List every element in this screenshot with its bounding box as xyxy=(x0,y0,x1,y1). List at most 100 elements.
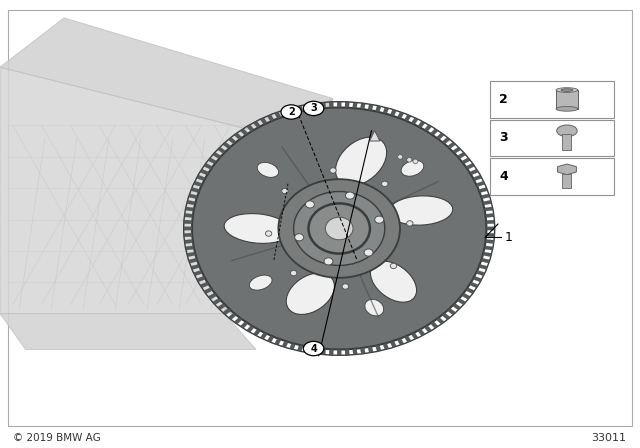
Polygon shape xyxy=(390,341,396,348)
Polygon shape xyxy=(289,108,296,114)
Polygon shape xyxy=(321,349,326,355)
Ellipse shape xyxy=(294,192,385,265)
Polygon shape xyxy=(212,152,221,159)
FancyBboxPatch shape xyxy=(490,81,614,118)
Polygon shape xyxy=(436,317,444,324)
Polygon shape xyxy=(486,220,495,224)
Polygon shape xyxy=(204,164,212,169)
Text: 1: 1 xyxy=(504,231,512,244)
Polygon shape xyxy=(424,325,432,332)
Ellipse shape xyxy=(390,263,397,269)
Polygon shape xyxy=(376,106,381,112)
Polygon shape xyxy=(485,213,494,217)
Polygon shape xyxy=(208,158,217,164)
Polygon shape xyxy=(369,131,380,141)
Polygon shape xyxy=(184,240,193,244)
Polygon shape xyxy=(186,207,194,211)
Ellipse shape xyxy=(282,188,288,194)
Polygon shape xyxy=(246,125,254,132)
Text: 2: 2 xyxy=(499,93,508,106)
Circle shape xyxy=(281,105,301,119)
Polygon shape xyxy=(368,104,373,111)
Polygon shape xyxy=(485,240,494,244)
Polygon shape xyxy=(368,346,373,353)
Polygon shape xyxy=(418,329,425,336)
Polygon shape xyxy=(282,341,288,348)
Polygon shape xyxy=(289,343,296,349)
Polygon shape xyxy=(457,298,466,305)
Polygon shape xyxy=(196,175,205,181)
Text: 3: 3 xyxy=(310,103,317,113)
Polygon shape xyxy=(208,293,217,299)
Polygon shape xyxy=(447,142,456,149)
Polygon shape xyxy=(189,194,198,199)
Polygon shape xyxy=(486,227,495,230)
Polygon shape xyxy=(483,200,492,205)
Polygon shape xyxy=(430,322,438,328)
Polygon shape xyxy=(473,175,482,181)
Polygon shape xyxy=(418,121,425,128)
Polygon shape xyxy=(275,338,281,345)
Polygon shape xyxy=(442,138,450,144)
Polygon shape xyxy=(240,322,248,328)
Polygon shape xyxy=(383,108,389,114)
Polygon shape xyxy=(191,264,200,270)
Polygon shape xyxy=(353,349,357,355)
Text: 33011: 33011 xyxy=(591,433,626,443)
Polygon shape xyxy=(260,118,268,125)
Polygon shape xyxy=(476,181,485,187)
Polygon shape xyxy=(212,298,221,305)
Ellipse shape xyxy=(406,221,413,226)
Bar xyxy=(563,174,572,188)
Ellipse shape xyxy=(330,168,336,173)
Polygon shape xyxy=(253,121,260,128)
Polygon shape xyxy=(218,147,226,154)
Polygon shape xyxy=(228,313,237,319)
Polygon shape xyxy=(224,99,333,314)
Polygon shape xyxy=(0,314,256,349)
Polygon shape xyxy=(452,303,461,310)
Polygon shape xyxy=(411,332,418,339)
Polygon shape xyxy=(457,152,466,159)
Text: 3: 3 xyxy=(499,131,508,145)
Polygon shape xyxy=(268,115,274,121)
Polygon shape xyxy=(184,233,192,237)
Polygon shape xyxy=(224,202,320,314)
Ellipse shape xyxy=(308,203,370,254)
Polygon shape xyxy=(268,336,274,342)
Polygon shape xyxy=(479,264,488,270)
Polygon shape xyxy=(240,129,248,135)
Ellipse shape xyxy=(557,125,577,137)
Polygon shape xyxy=(234,133,242,140)
Ellipse shape xyxy=(381,181,388,186)
Polygon shape xyxy=(481,258,490,263)
Polygon shape xyxy=(196,276,205,282)
Ellipse shape xyxy=(375,216,384,223)
Polygon shape xyxy=(313,103,318,109)
Polygon shape xyxy=(184,220,192,224)
Ellipse shape xyxy=(305,201,314,208)
Polygon shape xyxy=(187,200,196,205)
Text: 4: 4 xyxy=(499,170,508,183)
Polygon shape xyxy=(376,345,381,351)
Ellipse shape xyxy=(346,192,355,199)
Polygon shape xyxy=(483,252,492,257)
Polygon shape xyxy=(228,138,237,144)
Polygon shape xyxy=(466,164,475,169)
Polygon shape xyxy=(298,106,303,112)
Ellipse shape xyxy=(371,261,417,302)
Bar xyxy=(556,90,578,109)
Polygon shape xyxy=(397,338,404,345)
Ellipse shape xyxy=(294,234,303,241)
Polygon shape xyxy=(193,181,202,187)
Polygon shape xyxy=(345,349,349,355)
Text: © 2019 BMW AG: © 2019 BMW AG xyxy=(13,433,100,443)
Polygon shape xyxy=(305,104,310,111)
Polygon shape xyxy=(275,112,281,119)
Polygon shape xyxy=(397,112,404,119)
Ellipse shape xyxy=(556,88,578,92)
Polygon shape xyxy=(557,164,577,175)
Polygon shape xyxy=(253,329,260,336)
Polygon shape xyxy=(383,343,389,349)
Polygon shape xyxy=(390,109,396,116)
